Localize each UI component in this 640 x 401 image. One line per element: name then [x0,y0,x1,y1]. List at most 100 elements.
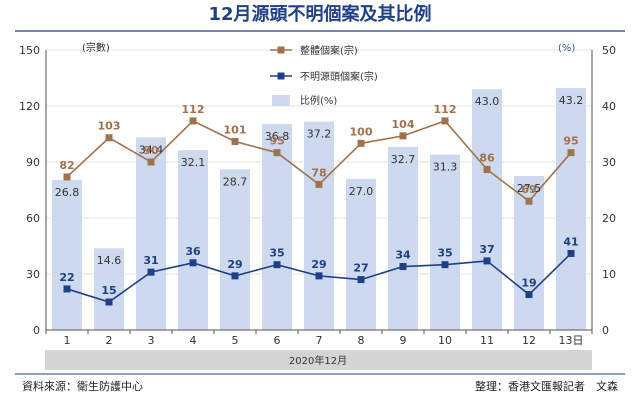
ratio-bar [304,121,334,331]
total-cases-marker [399,132,407,140]
x-tick-label: 2 [106,334,113,347]
ratio-value-label: 27.5 [517,182,542,195]
unknown-cases-marker [399,263,407,271]
left-tick-label: 60 [26,212,40,225]
x-axis-label: 2020年12月 [289,354,347,367]
ratio-value-label: 43.0 [475,95,500,108]
right-tick-label: 0 [602,324,609,337]
ratio-bar [430,154,460,330]
unknown-value-label: 31 [143,254,158,267]
total-value-label: 100 [350,125,373,138]
ratio-bar [262,123,292,330]
x-tick-label: 9 [400,334,407,347]
legend-ratio-swatch [272,95,290,106]
ratio-value-label: 37.2 [307,128,332,141]
ratio-bar [178,150,208,330]
ratio-bar [52,179,82,330]
total-value-label: 103 [98,120,121,133]
unknown-cases-marker [567,249,575,257]
total-cases-marker [525,197,533,205]
unknown-value-label: 36 [185,245,201,258]
total-value-label: 112 [182,103,205,116]
legend: 整體個案(宗) 不明源頭個案(宗) 比例(%) [270,44,378,107]
unknown-value-label: 15 [101,284,116,297]
ratio-value-label: 34.4 [139,143,164,156]
ratio-bar [556,88,586,330]
total-value-label: 95 [563,135,578,148]
ratio-value-label: 27.0 [349,185,374,198]
x-tick-label: 4 [190,334,197,347]
total-cases-marker [567,149,575,157]
unknown-cases-marker [441,261,449,269]
source-note: 資料來源：衛生防護中心 [22,379,143,393]
unknown-cases-marker [189,259,197,267]
ratio-value-label: 43.2 [559,94,584,107]
right-tick-label: 20 [602,212,616,225]
total-value-label: 82 [59,159,74,172]
unknown-cases-marker [357,276,365,284]
credit-note: 整理：香港文匯報記者 文森 [475,379,618,393]
total-value-label: 104 [392,118,415,131]
legend-total-marker [277,46,285,54]
unknown-value-label: 35 [269,247,284,260]
ratio-value-label: 28.7 [223,175,248,188]
unknown-value-label: 34 [395,249,411,262]
x-tick-label: 13日 [559,334,584,347]
unknown-value-label: 22 [59,271,74,284]
value-labels: 26.8 14.6 34.4 32.1 28.7 36.8 37.2 27.0 32.7 31.3… [55,94,584,297]
unknown-value-label: 29 [311,258,326,271]
unknown-cases-marker [231,272,239,280]
legend-unknown-marker [277,72,285,80]
unknown-value-label: 35 [437,247,452,260]
x-label-band [45,350,592,370]
unknown-cases-marker [525,291,533,299]
unknown-value-label: 27 [353,262,368,275]
unknown-value-label: 41 [563,235,578,248]
ratio-bars [52,88,586,331]
unknown-cases-marker [483,257,491,265]
series-lines [63,117,575,306]
left-tick-label: 30 [26,268,40,281]
x-tick-label: 12 [522,334,536,347]
ratio-value-label: 26.8 [55,186,80,199]
legend-total-label: 整體個案(宗) [300,44,358,57]
legend-unknown-label: 不明源頭個案(宗) [300,70,378,83]
ratio-bar [388,146,418,330]
total-value-label: 78 [311,166,326,179]
x-tick-label: 7 [316,334,323,347]
total-cases-marker [147,158,155,166]
ratio-bar [472,89,502,330]
total-value-label: 95 [269,135,284,148]
total-cases-marker [231,137,239,145]
total-cases-marker [273,149,281,157]
x-tick-label: 1 [64,334,71,347]
right-tick-label: 10 [602,268,616,281]
ratio-value-label: 32.7 [391,153,416,166]
x-tick-label: 5 [232,334,239,347]
x-tick-label: 8 [358,334,365,347]
left-tick-label: 0 [33,324,40,337]
chart-title: 12月源頭不明個案及其比例 [208,3,431,25]
total-cases-marker [483,165,491,173]
total-cases-marker [105,134,113,142]
total-value-label: 101 [224,123,247,136]
ratio-bar [94,248,124,330]
total-cases-marker [357,139,365,147]
ratio-value-label: 14.6 [97,254,122,267]
x-tick-label: 6 [274,334,281,347]
unknown-cases-marker [147,268,155,276]
unknown-cases-marker [63,285,71,293]
total-cases-marker [441,117,449,125]
ratio-value-label: 31.3 [433,161,458,174]
right-axis-unit: (%) [558,43,575,54]
ratio-bar [136,137,166,330]
unknown-value-label: 19 [521,277,536,290]
total-cases-marker [189,117,197,125]
unknown-cases-marker [105,298,113,306]
left-axis-unit: (宗數) [82,41,110,54]
unknown-value-label: 29 [227,258,242,271]
total-value-label: 86 [479,151,495,164]
x-tick-label: 3 [148,334,155,347]
